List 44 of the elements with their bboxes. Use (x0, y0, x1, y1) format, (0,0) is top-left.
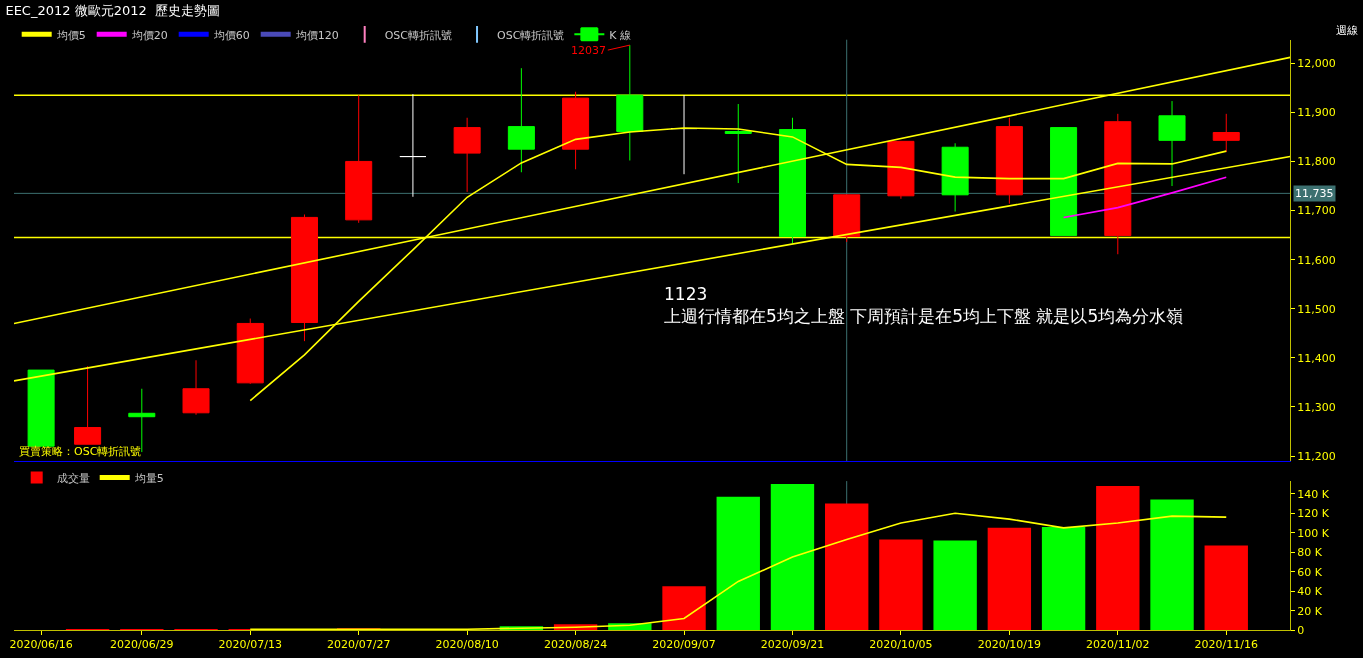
y-tick-label: 140 K (1297, 487, 1330, 501)
y-tick-label: 11,300 (1297, 400, 1336, 414)
y-tick-label: 80 K (1297, 546, 1323, 560)
annotation: 買賣策略：OSC轉折訊號 (19, 445, 142, 458)
y-tick-label: 11,400 (1297, 351, 1336, 365)
chart-title: EEC_2012 微歐元2012 歷史走勢圖 (5, 2, 221, 18)
y-tick-label: 11,800 (1297, 155, 1336, 169)
x-tick-label: 2020/09/21 (760, 638, 825, 652)
text: 週線 (1336, 24, 1358, 37)
legend-label: OSC轉折訊號 (384, 28, 453, 42)
x-tick-label: 2020/06/16 (9, 638, 73, 652)
x-tick-label: 2020/08/10 (435, 638, 499, 652)
legend-label: 成交量 (56, 471, 90, 485)
x-tick-label: 2020/11/16 (1194, 638, 1258, 652)
y-tick-label: 60 K (1297, 565, 1323, 579)
x-tick-label: 2020/06/29 (110, 638, 174, 652)
y-tick-label: 11,600 (1297, 253, 1336, 267)
legend-label: 均價20 (130, 28, 168, 42)
x-tick-label: 2020/08/24 (543, 638, 608, 652)
x-tick-label: 2020/11/02 (1086, 638, 1150, 652)
y-tick-label: 11,900 (1297, 106, 1336, 120)
annotation: 12037 (571, 44, 606, 57)
y-tick-label: 11,500 (1297, 302, 1336, 316)
ref-line-label: 11,735 (1295, 187, 1334, 200)
legend-label: 均價120 (294, 28, 339, 42)
legend-label: K 線 (609, 28, 632, 42)
y-tick-label: 40 K (1297, 585, 1323, 599)
x-tick-label: 2020/09/07 (652, 638, 716, 652)
legend-label: 均價5 (55, 28, 86, 42)
y-tick-label: 100 K (1297, 526, 1330, 540)
x-tick-label: 2020/10/05 (869, 638, 933, 652)
x-tick-label: 2020/10/19 (977, 638, 1042, 652)
legend-label: OSC轉折訊號 (497, 28, 565, 42)
y-tick-label: 11,700 (1297, 204, 1336, 218)
y-tick-label: 0 (1297, 624, 1305, 638)
annotation: 1123 上週行情都在5均之上盤 下周預計是在5均上下盤 就是以5均為分水嶺 (664, 284, 1184, 327)
legend-label: 均價60 (212, 28, 250, 42)
y-tick-label: 20 K (1297, 604, 1323, 618)
legend-label: 均量5 (133, 471, 164, 485)
y-tick-label: 12,000 (1297, 57, 1336, 71)
y-tick-label: 120 K (1297, 507, 1330, 521)
x-tick-label: 2020/07/13 (218, 638, 282, 652)
y-tick-label: 11,200 (1297, 449, 1336, 463)
x-tick-label: 2020/07/27 (327, 638, 391, 652)
